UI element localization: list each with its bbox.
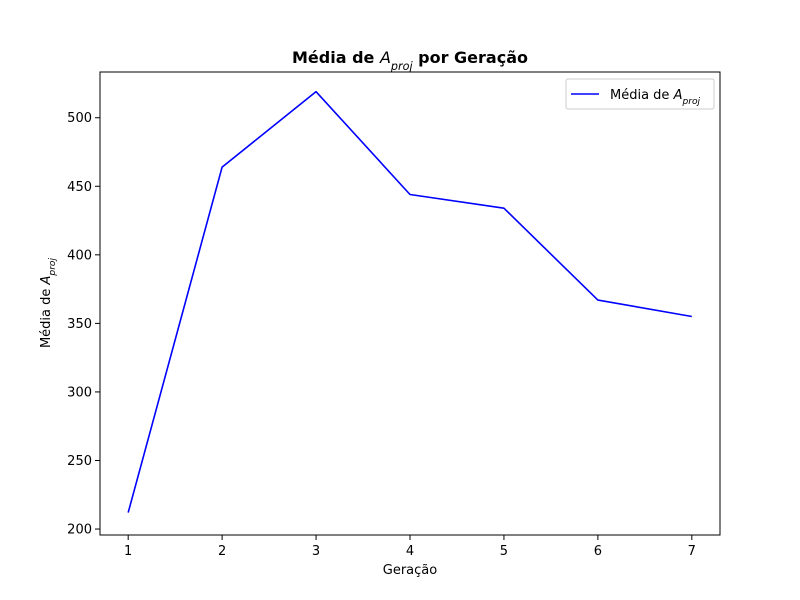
y-axis-label: Média de Aproj <box>39 257 58 348</box>
legend-box <box>565 78 715 110</box>
legend-label: Média de Aproj <box>610 88 701 107</box>
series-line <box>127 90 692 513</box>
x-tick-label: 5 <box>500 544 508 559</box>
y-tick-label: 350 <box>67 317 92 332</box>
x-tick-label: 6 <box>594 544 602 559</box>
x-axis-ticks: 1 2 3 4 5 6 7 <box>124 535 696 559</box>
y-tick-label: 300 <box>67 385 92 400</box>
plot-frame <box>99 71 721 536</box>
x-tick-label: 2 <box>218 544 226 559</box>
x-tick-label: 4 <box>406 544 414 559</box>
y-tick-label: 200 <box>67 523 92 538</box>
x-axis-label: Geração <box>383 563 437 578</box>
legend: Média de Aproj <box>565 78 715 110</box>
y-tick-label: 400 <box>67 248 92 263</box>
x-tick-label: 3 <box>312 544 320 559</box>
series-points <box>128 91 692 513</box>
y-tick-label: 450 <box>67 180 92 195</box>
x-tick-label: 1 <box>124 544 132 559</box>
y-tick-label: 250 <box>67 454 92 469</box>
chart-title: Média de Aproj por Geração <box>292 48 528 73</box>
x-tick-label: 7 <box>688 544 696 559</box>
y-axis-ticks: 200 250 300 350 400 450 500 <box>67 111 100 538</box>
y-tick-label: 500 <box>67 111 92 126</box>
